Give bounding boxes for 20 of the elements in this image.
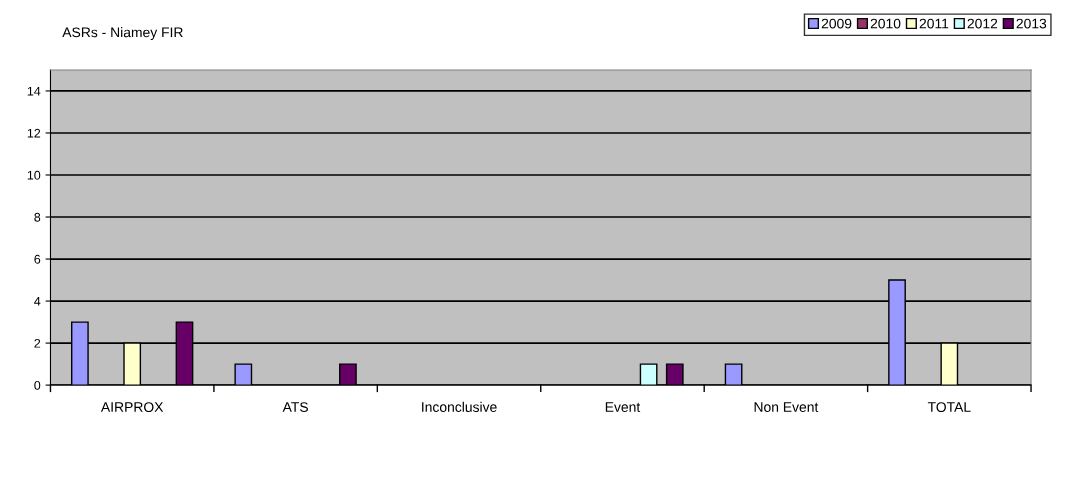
y-tick-label: 0: [34, 380, 41, 390]
chart-title: ASRs - Niamey FIR: [62, 27, 183, 40]
x-tick-label: Inconclusive: [422, 401, 497, 412]
legend-label: 2011: [919, 18, 949, 29]
y-tick-label: 12: [27, 128, 41, 138]
y-tick-label: 4: [34, 297, 41, 306]
x-tick-label: AIRPROX: [100, 402, 164, 412]
legend-label: 2013: [1016, 18, 1047, 29]
legend-label: 2012: [967, 18, 998, 29]
y-tick-label: 14: [27, 86, 41, 96]
y-tick-label: 10: [27, 170, 41, 180]
x-tick-label: ATS: [282, 402, 308, 412]
y-tick-label: 6: [34, 254, 41, 264]
x-tick-label: Event: [605, 402, 641, 412]
y-tick-label: 2: [34, 338, 41, 348]
legend-label: 2010: [870, 18, 901, 29]
x-tick-label: TOTAL: [927, 402, 971, 412]
legend-label: 2009: [821, 18, 852, 29]
x-tick-label: Non Event: [754, 402, 819, 412]
y-tick-label: 8: [34, 212, 41, 222]
